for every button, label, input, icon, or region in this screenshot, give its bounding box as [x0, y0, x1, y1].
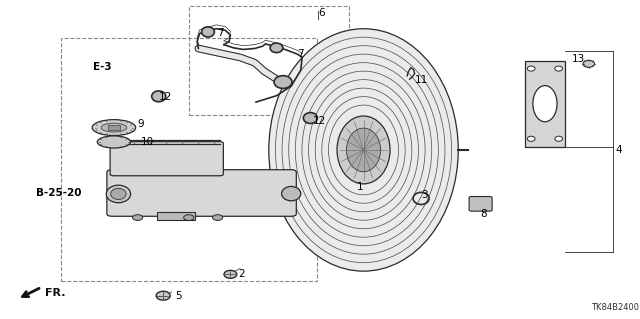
Text: 7: 7 — [218, 28, 224, 39]
Ellipse shape — [555, 136, 563, 141]
Text: 5: 5 — [175, 291, 181, 301]
Text: 2: 2 — [239, 269, 245, 279]
Ellipse shape — [212, 215, 223, 220]
Ellipse shape — [97, 136, 131, 148]
Ellipse shape — [202, 27, 214, 37]
Text: FR.: FR. — [45, 288, 65, 298]
Ellipse shape — [346, 128, 381, 172]
Text: 7: 7 — [298, 48, 304, 59]
Ellipse shape — [274, 76, 292, 88]
Ellipse shape — [282, 186, 301, 201]
Bar — [525, 61, 565, 147]
Text: E-3: E-3 — [93, 62, 111, 72]
Ellipse shape — [106, 185, 131, 203]
Text: 11: 11 — [415, 75, 428, 85]
Text: 12: 12 — [312, 115, 326, 126]
Ellipse shape — [303, 113, 317, 123]
FancyBboxPatch shape — [110, 142, 223, 176]
Text: 3: 3 — [421, 189, 428, 200]
Text: B-25-20: B-25-20 — [36, 188, 82, 198]
Text: 12: 12 — [159, 92, 172, 102]
Text: 4: 4 — [616, 145, 622, 155]
Text: 1: 1 — [357, 182, 364, 192]
Ellipse shape — [527, 66, 535, 71]
Ellipse shape — [527, 136, 535, 141]
Text: TK84B2400: TK84B2400 — [591, 303, 639, 312]
Ellipse shape — [269, 29, 458, 271]
FancyBboxPatch shape — [469, 197, 492, 211]
FancyBboxPatch shape — [107, 170, 296, 216]
Ellipse shape — [132, 215, 143, 220]
Ellipse shape — [224, 270, 237, 278]
Ellipse shape — [101, 123, 127, 132]
Ellipse shape — [337, 116, 390, 184]
Ellipse shape — [156, 291, 170, 300]
Text: 10: 10 — [141, 137, 154, 147]
Text: 8: 8 — [480, 209, 486, 219]
Text: 13: 13 — [572, 54, 585, 64]
Bar — [157, 212, 195, 220]
Ellipse shape — [533, 85, 557, 122]
Bar — [61, 38, 317, 281]
Text: 6: 6 — [318, 8, 324, 18]
Text: 9: 9 — [138, 119, 144, 130]
Ellipse shape — [583, 60, 595, 67]
Bar — [108, 125, 120, 130]
Ellipse shape — [184, 215, 194, 220]
Ellipse shape — [270, 43, 283, 53]
Ellipse shape — [555, 66, 563, 71]
Ellipse shape — [152, 91, 166, 102]
Ellipse shape — [92, 120, 136, 136]
Ellipse shape — [111, 188, 126, 200]
